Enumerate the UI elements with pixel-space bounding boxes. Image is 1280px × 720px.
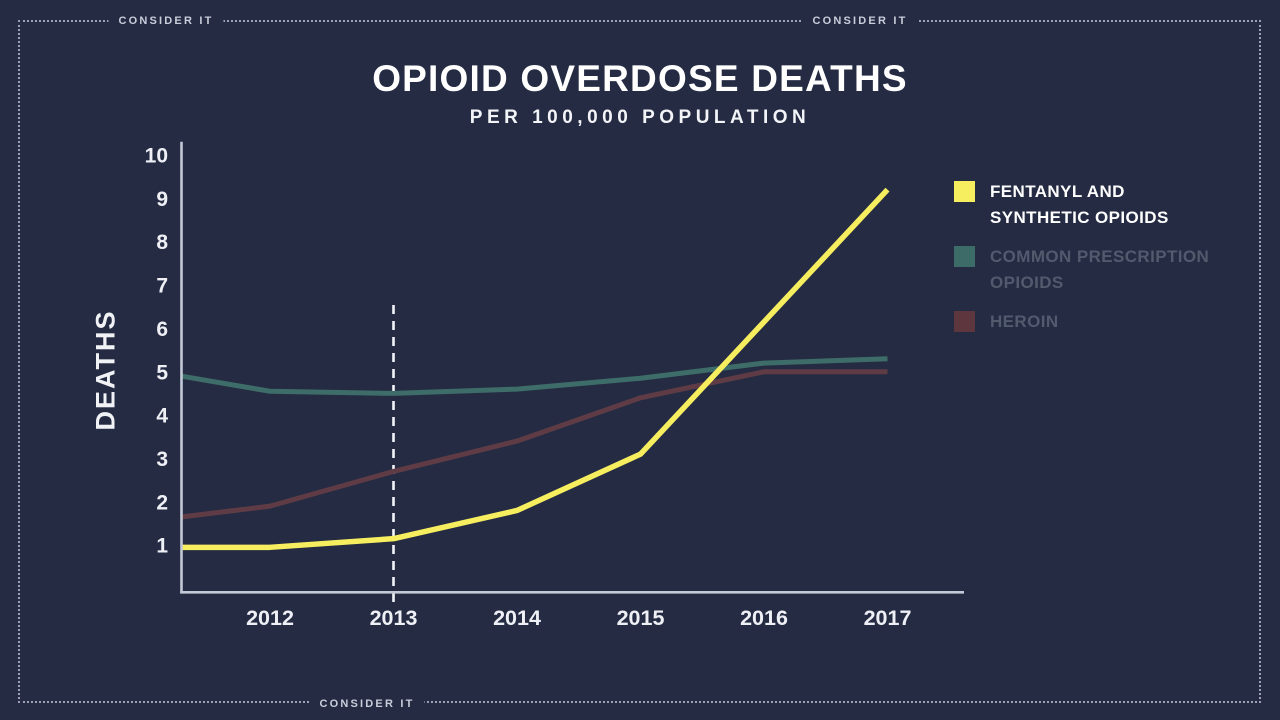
legend: FENTANYL AND SYNTHETIC OPIOIDS COMMON PR… [954,179,1239,348]
series-line-common [180,356,888,396]
x-tick-label-2013: 2013 [370,606,418,630]
x-tick-label-2012: 2012 [246,606,294,630]
series-line-heroin [180,369,888,520]
heroin-swatch-icon [954,311,975,332]
y-tick-label-3: 3 [156,448,168,471]
legend-label: FENTANYL AND SYNTHETIC OPIOIDS [990,182,1169,227]
chart-subtitle: PER 100,000 POPULATION [469,107,811,128]
dotted-border-frame [18,20,1261,703]
brand-label-top-left: CONSIDER IT [108,15,224,27]
brand-label-bottom: CONSIDER IT [309,698,425,710]
x-tick-label-2015: 2015 [617,606,665,630]
brand-label-top-right: CONSIDER IT [802,15,918,27]
legend-label: COMMON PRESCRIPTION OPIOIDS [990,247,1210,292]
y-tick-label-6: 6 [156,318,168,341]
y-tick-label-2: 2 [156,491,168,514]
x-tick-label-2016: 2016 [740,606,788,630]
chart-title: OPIOID OVERDOSE DEATHS [372,58,908,99]
prescription-swatch-icon [954,246,975,267]
y-tick-label-8: 8 [156,231,168,254]
y-tick-label-1: 1 [156,535,168,558]
legend-item-heroin: HEROIN [954,309,1239,335]
y-tick-label-7: 7 [156,275,168,298]
legend-label: HEROIN [990,312,1059,331]
fentanyl-swatch-icon [954,181,975,202]
legend-item-fentanyl: FENTANYL AND SYNTHETIC OPIOIDS [954,179,1239,231]
series-line-fentanyl [181,187,890,551]
y-tick-label-9: 9 [156,188,168,211]
y-tick-label-10: 10 [145,145,168,168]
x-tick-label-2014: 2014 [493,606,541,630]
legend-item-prescription: COMMON PRESCRIPTION OPIOIDS [954,244,1239,296]
y-tick-label-5: 5 [156,361,168,384]
y-tick-label-4: 4 [156,405,168,428]
x-tick-label-2017: 2017 [864,606,912,630]
